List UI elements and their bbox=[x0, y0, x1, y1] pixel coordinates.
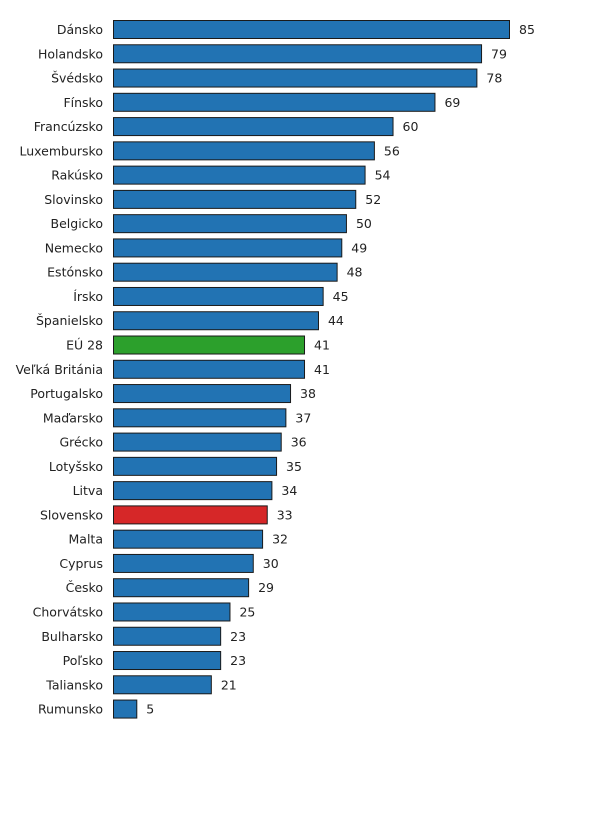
value-label-5: 56 bbox=[384, 143, 400, 158]
value-label-25: 23 bbox=[230, 629, 246, 644]
bar-16 bbox=[113, 408, 287, 428]
bar-20 bbox=[113, 505, 268, 525]
category-label-13: EÚ 28 bbox=[66, 338, 103, 353]
value-label-22: 30 bbox=[263, 556, 279, 571]
category-label-5: Luxembursko bbox=[20, 143, 104, 158]
category-label-17: Grécko bbox=[59, 435, 103, 450]
value-label-14: 41 bbox=[314, 362, 330, 377]
bar-18 bbox=[113, 456, 278, 476]
bar-14 bbox=[113, 359, 306, 379]
value-label-11: 45 bbox=[333, 289, 349, 304]
bar-23 bbox=[113, 578, 250, 598]
bar-26 bbox=[113, 651, 222, 671]
value-label-4: 60 bbox=[403, 119, 419, 134]
bar-13 bbox=[113, 335, 306, 355]
category-label-11: Írsko bbox=[73, 289, 103, 304]
value-label-20: 33 bbox=[277, 507, 293, 522]
category-label-1: Holandsko bbox=[38, 46, 103, 61]
bar-10 bbox=[113, 262, 338, 282]
value-label-17: 36 bbox=[291, 435, 307, 450]
bar-1 bbox=[113, 44, 483, 64]
category-label-0: Dánsko bbox=[57, 22, 103, 37]
bar-22 bbox=[113, 553, 254, 573]
value-label-2: 78 bbox=[486, 71, 502, 86]
value-label-13: 41 bbox=[314, 338, 330, 353]
category-label-22: Cyprus bbox=[59, 556, 103, 571]
category-label-10: Estónsko bbox=[47, 265, 103, 280]
category-label-19: Litva bbox=[73, 483, 103, 498]
category-label-21: Malta bbox=[69, 532, 103, 547]
category-label-6: Rakúsko bbox=[51, 168, 103, 183]
category-label-20: Slovensko bbox=[40, 507, 103, 522]
bar-25 bbox=[113, 626, 222, 646]
value-label-23: 29 bbox=[258, 580, 274, 595]
bar-19 bbox=[113, 481, 273, 501]
category-label-3: Fínsko bbox=[63, 95, 103, 110]
category-label-12: Španielsko bbox=[36, 313, 103, 328]
bar-3 bbox=[113, 92, 436, 112]
category-label-28: Rumunsko bbox=[38, 702, 103, 717]
category-label-2: Švédsko bbox=[51, 71, 103, 86]
category-label-18: Lotyšsko bbox=[49, 459, 103, 474]
value-label-9: 49 bbox=[351, 240, 367, 255]
value-label-15: 38 bbox=[300, 386, 316, 401]
bar-17 bbox=[113, 432, 282, 452]
bar-24 bbox=[113, 602, 231, 622]
bar-5 bbox=[113, 141, 375, 161]
bars-layer bbox=[113, 20, 510, 719]
category-label-24: Chorvátsko bbox=[33, 604, 103, 619]
bar-8 bbox=[113, 214, 347, 234]
bar-27 bbox=[113, 675, 212, 695]
bar-21 bbox=[113, 529, 264, 549]
value-label-8: 50 bbox=[356, 216, 372, 231]
bar-9 bbox=[113, 238, 343, 258]
value-label-27: 21 bbox=[221, 677, 237, 692]
value-label-28: 5 bbox=[146, 702, 154, 717]
category-label-15: Portugalsko bbox=[30, 386, 103, 401]
value-label-26: 23 bbox=[230, 653, 246, 668]
value-label-24: 25 bbox=[239, 604, 255, 619]
value-label-18: 35 bbox=[286, 459, 302, 474]
bar-11 bbox=[113, 286, 324, 306]
category-label-4: Francúzsko bbox=[34, 119, 103, 134]
labels-layer: Dánsko 85 Holandsko 79 Švédsko 78 Fínsko 69 Fran… bbox=[16, 22, 535, 717]
value-label-6: 54 bbox=[375, 168, 391, 183]
bar-7 bbox=[113, 189, 357, 209]
value-label-19: 34 bbox=[281, 483, 297, 498]
category-label-25: Bulharsko bbox=[41, 629, 103, 644]
bar-28 bbox=[113, 699, 138, 719]
value-label-1: 79 bbox=[491, 46, 507, 61]
value-label-21: 32 bbox=[272, 532, 288, 547]
value-label-3: 69 bbox=[444, 95, 460, 110]
bar-6 bbox=[113, 165, 366, 185]
value-label-10: 48 bbox=[347, 265, 363, 280]
category-label-9: Nemecko bbox=[45, 240, 103, 255]
bar-2 bbox=[113, 68, 478, 88]
value-label-7: 52 bbox=[365, 192, 381, 207]
bar-0 bbox=[113, 20, 510, 39]
category-label-16: Maďarsko bbox=[43, 410, 103, 425]
bar-15 bbox=[113, 384, 292, 404]
category-label-7: Slovinsko bbox=[44, 192, 103, 207]
category-label-14: Veľká Británia bbox=[16, 362, 103, 377]
category-label-23: Česko bbox=[66, 580, 103, 595]
category-label-8: Belgicko bbox=[51, 216, 103, 231]
value-label-0: 85 bbox=[519, 22, 535, 37]
category-label-26: Poľsko bbox=[63, 653, 103, 668]
value-label-16: 37 bbox=[295, 410, 311, 425]
value-label-12: 44 bbox=[328, 313, 344, 328]
category-label-27: Taliansko bbox=[45, 677, 103, 692]
bar-4 bbox=[113, 117, 394, 137]
bar-12 bbox=[113, 311, 319, 331]
